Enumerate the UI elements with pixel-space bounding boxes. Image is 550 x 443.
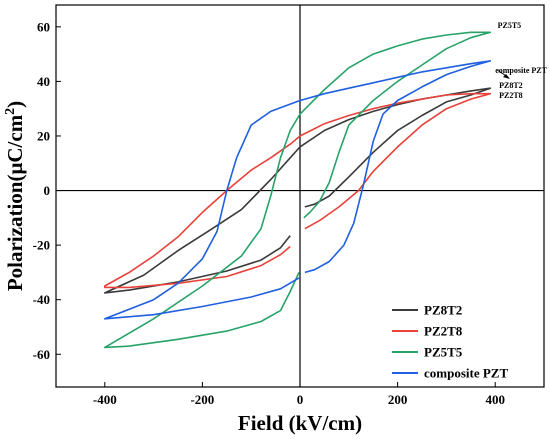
legend-label: PZ5T5 — [424, 345, 463, 360]
y-tick-label: -40 — [33, 292, 50, 307]
y-axis-title-superscript: 2 — [3, 108, 18, 115]
y-tick-label: 0 — [44, 183, 51, 198]
legend-box — [385, 290, 535, 380]
legend-label: composite PZT — [424, 366, 508, 381]
series-group — [104, 31, 492, 349]
x-tick-label: 200 — [388, 392, 408, 407]
y-tick-label: 60 — [37, 19, 50, 34]
legend-label: PZ8T2 — [424, 303, 462, 318]
y-axis-title-main: Polarization(μC/cm — [3, 114, 27, 291]
x-axis-title: Field (kV/cm) — [238, 411, 362, 435]
series-line-pz5t5 — [104, 31, 492, 349]
y-tick-label: -20 — [33, 238, 50, 253]
legend-label: PZ2T8 — [424, 324, 463, 339]
legend: PZ8T2 PZ2T8 PZ5T5 composite PZT — [392, 303, 508, 381]
annotation-label: PZ8T2 — [499, 81, 523, 90]
x-tick-label: -200 — [190, 392, 214, 407]
y-tick-label: 40 — [37, 74, 50, 89]
annotation-label: composite PZT — [495, 66, 547, 75]
series-line-composite-pzt — [104, 60, 492, 320]
y-axis-title: Polarization(μC/cm2) — [3, 101, 27, 291]
x-tick-label: 400 — [485, 392, 505, 407]
zero-lines — [56, 5, 544, 387]
y-tick-label: -60 — [33, 347, 50, 362]
annotation-label: PZ5T5 — [498, 21, 522, 30]
annotation-label: PZ2T8 — [499, 91, 523, 100]
y-axis-title-close: ) — [3, 101, 27, 108]
y-tick-label: 20 — [37, 128, 50, 143]
x-tick-label: 0 — [297, 392, 304, 407]
annotation-arrowhead — [503, 74, 510, 79]
series-line-pz2t8 — [104, 92, 492, 289]
series-line-pz8t2 — [104, 87, 492, 294]
x-tick-label: -400 — [93, 392, 117, 407]
